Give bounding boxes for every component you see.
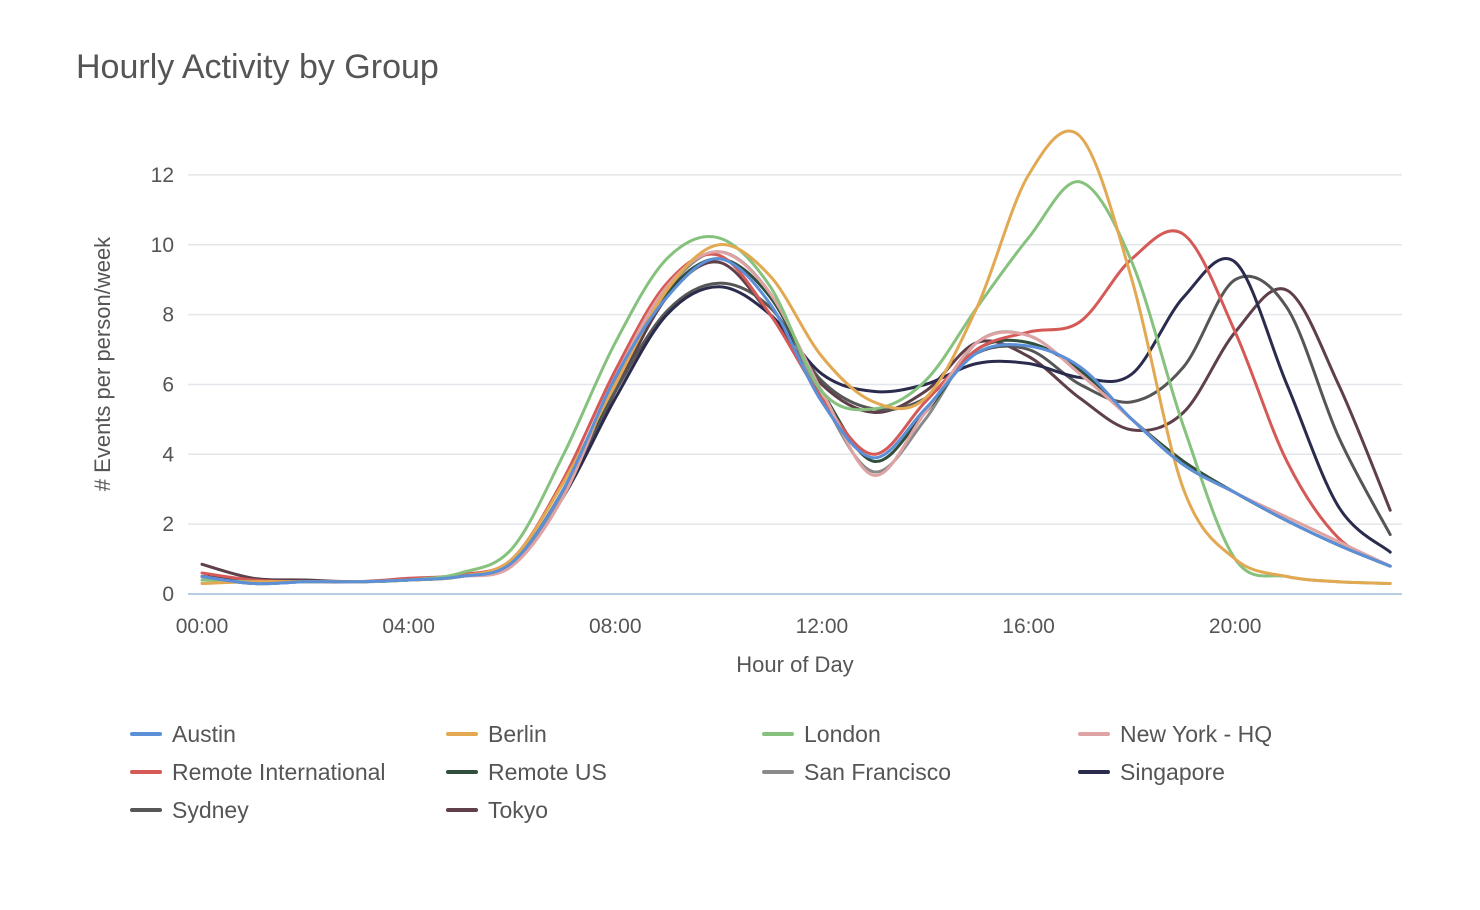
legend-item[interactable]: Berlin — [446, 716, 547, 752]
chart-title: Hourly Activity by Group — [76, 48, 439, 86]
series-line-remote-us — [200, 257, 1392, 586]
legend-swatch — [446, 732, 478, 736]
legend-label: Remote International — [172, 758, 386, 785]
legend-item[interactable]: Singapore — [1078, 754, 1225, 790]
series-lines — [200, 129, 1392, 586]
y-tick-label: 0 — [162, 583, 174, 606]
legend-label: Berlin — [488, 720, 547, 747]
legend-label: London — [804, 720, 881, 747]
y-tick-label: 10 — [151, 234, 174, 257]
series-line-remote-international — [200, 229, 1392, 584]
x-axis-ticks: 00:00 04:00 08:00 12:00 16:00 20:00 — [176, 615, 1262, 638]
legend-label: Sydney — [172, 796, 249, 823]
legend-swatch — [762, 770, 794, 774]
legend-swatch — [130, 808, 162, 812]
legend-item[interactable]: Remote US — [446, 754, 607, 790]
y-tick-label: 4 — [162, 443, 174, 466]
legend-item[interactable]: San Francisco — [762, 754, 951, 790]
x-tick-label: 12:00 — [796, 615, 849, 638]
y-axis-ticks: 0 2 4 6 8 10 12 — [151, 164, 175, 606]
gridlines — [188, 174, 1402, 595]
legend-swatch — [1078, 732, 1110, 736]
y-tick-label: 8 — [162, 304, 174, 327]
x-tick-label: 16:00 — [1002, 615, 1055, 638]
legend-swatch — [446, 808, 478, 812]
legend-swatch — [130, 770, 162, 774]
legend-item[interactable]: London — [762, 716, 881, 752]
y-tick-label: 6 — [162, 373, 174, 396]
legend-item[interactable]: New York - HQ — [1078, 716, 1272, 752]
y-axis-label: # Events per person/week — [90, 236, 115, 491]
legend-swatch — [762, 732, 794, 736]
legend-item[interactable]: Austin — [130, 716, 236, 752]
x-axis-label: Hour of Day — [736, 652, 853, 677]
x-tick-label: 00:00 — [176, 615, 229, 638]
legend-label: Remote US — [488, 758, 607, 785]
legend-label: Singapore — [1120, 758, 1225, 785]
x-tick-label: 04:00 — [382, 615, 435, 638]
series-line-tokyo — [200, 260, 1392, 584]
series-line-austin — [200, 257, 1392, 586]
x-tick-label: 08:00 — [589, 615, 642, 638]
legend-label: New York - HQ — [1120, 720, 1273, 747]
series-line-san-francisco — [200, 250, 1392, 586]
legend-item[interactable]: Sydney — [130, 792, 249, 828]
legend-swatch — [1078, 770, 1110, 774]
legend-swatch — [446, 770, 478, 774]
legend-item[interactable]: Remote International — [130, 754, 386, 790]
series-line-singapore — [200, 256, 1392, 584]
series-line-new-york-hq — [200, 250, 1392, 586]
x-tick-label: 20:00 — [1209, 615, 1262, 638]
legend-item[interactable]: Tokyo — [446, 792, 548, 828]
series-line-sydney — [200, 274, 1392, 584]
legend-swatch — [130, 732, 162, 736]
legend-label: Austin — [172, 720, 236, 747]
series-line-london — [200, 180, 1392, 585]
legend-label: Tokyo — [488, 796, 549, 823]
y-tick-label: 12 — [151, 164, 174, 187]
y-tick-label: 2 — [162, 513, 174, 536]
legend-label: San Francisco — [804, 758, 952, 785]
line-chart: 0 2 4 6 8 10 12 00:00 04:00 08:00 12:00 16:00 20:00… — [90, 129, 1402, 677]
